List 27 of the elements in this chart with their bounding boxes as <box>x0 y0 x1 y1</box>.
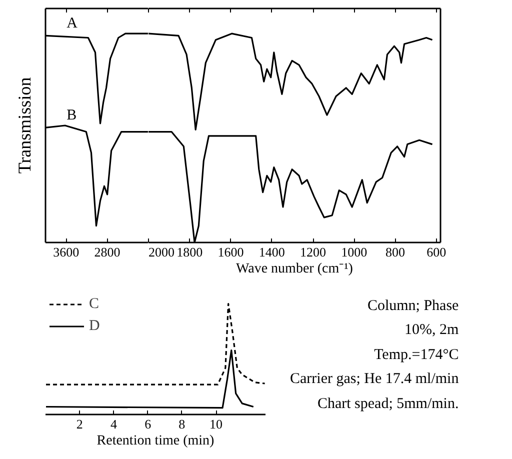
text: Chart spead; 5mm/min. <box>316 394 459 414</box>
x-tick-label: 8 <box>178 416 186 432</box>
x-axis-title: Wave number (cm⁻¹) <box>236 262 354 276</box>
x-tick-label: 3600 <box>53 244 80 260</box>
text: 10%, 2m <box>404 321 459 340</box>
x-tick-label: 4 <box>110 416 118 432</box>
x-tick-label: 2 <box>76 416 83 432</box>
legend-label: D <box>89 318 101 334</box>
x-tick-label: 1000 <box>341 244 368 260</box>
text: Column; Phase <box>366 297 459 316</box>
x-tick-label: 1600 <box>218 244 244 260</box>
x-tick-label: 600 <box>426 244 446 260</box>
x-tick-label: 6 <box>144 416 152 432</box>
x-tick-label: 2000 <box>148 244 174 260</box>
x-tick-label: 1200 <box>300 244 326 260</box>
legend-label: C <box>89 296 100 312</box>
x-tick-label: 1400 <box>258 244 285 260</box>
x-tick-label: 10 <box>210 416 223 432</box>
x-tick-label: 1800 <box>176 244 203 260</box>
x-axis-title: Retention time (min) <box>96 434 215 448</box>
text: Carrier gas; He 17.4 ml/min <box>290 370 459 390</box>
y-axis-title: Transmission <box>14 77 34 174</box>
series-label: B <box>66 107 77 124</box>
text: Temp.=174°C <box>373 346 459 365</box>
legend-label: A <box>66 15 78 32</box>
x-tick-label: 800 <box>386 244 406 260</box>
x-tick-label: 2800 <box>94 244 120 260</box>
